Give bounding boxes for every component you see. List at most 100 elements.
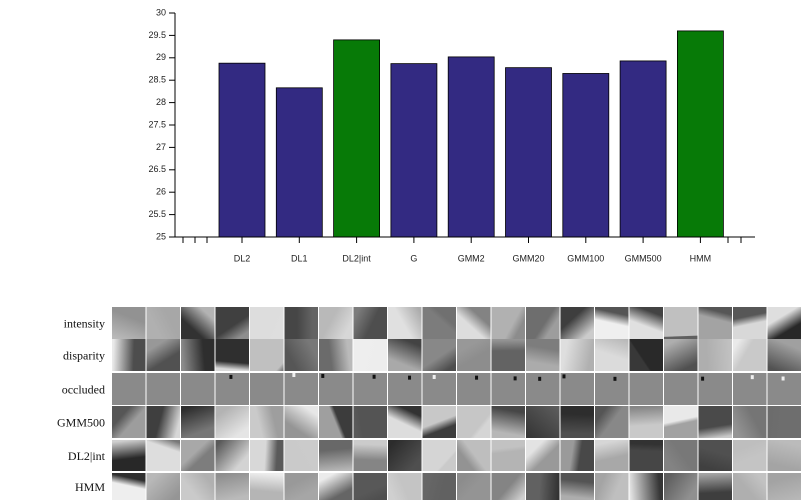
patch	[491, 473, 525, 500]
patch	[388, 339, 422, 371]
patch	[215, 406, 249, 438]
y-tick-label: 26	[156, 187, 166, 197]
patch	[353, 473, 387, 500]
patch-speck	[750, 375, 754, 380]
patch	[146, 406, 180, 438]
patch	[284, 373, 318, 405]
patch	[457, 307, 491, 339]
patch	[250, 307, 284, 339]
x-tick-label: GMM2	[458, 253, 485, 263]
patch	[767, 440, 801, 471]
patch	[284, 307, 318, 339]
patch	[629, 406, 663, 438]
patch	[319, 307, 353, 339]
patch	[698, 440, 732, 471]
patch-speck	[562, 374, 566, 379]
x-tick-label: GMM20	[512, 253, 544, 263]
patch	[560, 440, 594, 471]
y-tick-label: 29	[156, 52, 166, 62]
x-tick-label: GMM100	[567, 253, 604, 263]
patch	[181, 440, 215, 471]
patch	[319, 440, 353, 471]
patch	[284, 473, 318, 500]
patch	[595, 406, 629, 438]
patch	[146, 339, 180, 371]
patch	[250, 473, 284, 500]
patch	[491, 307, 525, 339]
patch	[526, 339, 560, 371]
x-tick-label: G	[410, 253, 417, 263]
y-tick-label: 28.5	[148, 75, 166, 85]
patch	[457, 406, 491, 438]
patch	[664, 440, 698, 471]
y-tick-label: 26.5	[148, 164, 166, 174]
patch	[353, 339, 387, 371]
patch	[353, 440, 387, 471]
patch-speck	[513, 376, 517, 381]
patch	[629, 473, 663, 500]
patch-speck	[701, 376, 705, 381]
patch	[457, 473, 491, 500]
y-tick-label: 25.5	[148, 209, 166, 219]
bar	[390, 63, 438, 238]
x-tick-label: HMM	[690, 253, 712, 263]
patch	[560, 307, 594, 339]
patch	[250, 339, 284, 371]
y-tick-label: 27.5	[148, 119, 166, 129]
row-label: DL2|int	[68, 449, 106, 463]
patch	[595, 473, 629, 500]
patch	[353, 406, 387, 438]
patch	[284, 440, 318, 471]
patch	[664, 473, 698, 500]
patch	[595, 440, 629, 471]
patch-speck	[321, 373, 325, 378]
y-tick-label: 25	[156, 231, 166, 241]
patch	[698, 473, 732, 500]
patch	[595, 339, 629, 371]
patch	[250, 440, 284, 471]
patch	[181, 373, 215, 405]
patch	[629, 339, 663, 371]
patch	[733, 406, 767, 438]
patch-speck	[475, 375, 479, 380]
patch	[767, 339, 801, 371]
row-label: disparity	[63, 348, 105, 362]
patch	[422, 440, 456, 471]
patch	[560, 406, 594, 438]
bar	[218, 62, 266, 238]
patch	[560, 339, 594, 371]
patch	[526, 307, 560, 339]
patch	[698, 307, 732, 339]
row-label: occluded	[62, 382, 105, 396]
patch	[215, 440, 249, 471]
patch-speck	[781, 376, 785, 381]
bar	[619, 60, 667, 238]
patch	[560, 473, 594, 500]
patch	[767, 406, 801, 438]
patch	[422, 406, 456, 438]
patch	[733, 473, 767, 500]
patch	[457, 440, 491, 471]
patch	[733, 373, 767, 405]
y-tick-label: 30	[156, 7, 166, 17]
patch	[733, 307, 767, 339]
patch	[526, 406, 560, 438]
patch	[181, 339, 215, 371]
patch	[146, 473, 180, 500]
patch	[284, 339, 318, 371]
patch	[181, 473, 215, 500]
patch	[112, 406, 146, 438]
patch-speck	[372, 374, 376, 379]
patch	[319, 473, 353, 500]
patch	[215, 473, 249, 500]
x-tick-label: GMM500	[625, 253, 662, 263]
patch	[112, 473, 146, 500]
patch	[698, 406, 732, 438]
patch	[146, 307, 180, 339]
patch	[112, 440, 146, 471]
patch	[388, 406, 422, 438]
patch	[595, 307, 629, 339]
patch	[250, 373, 284, 405]
patch	[491, 373, 525, 405]
